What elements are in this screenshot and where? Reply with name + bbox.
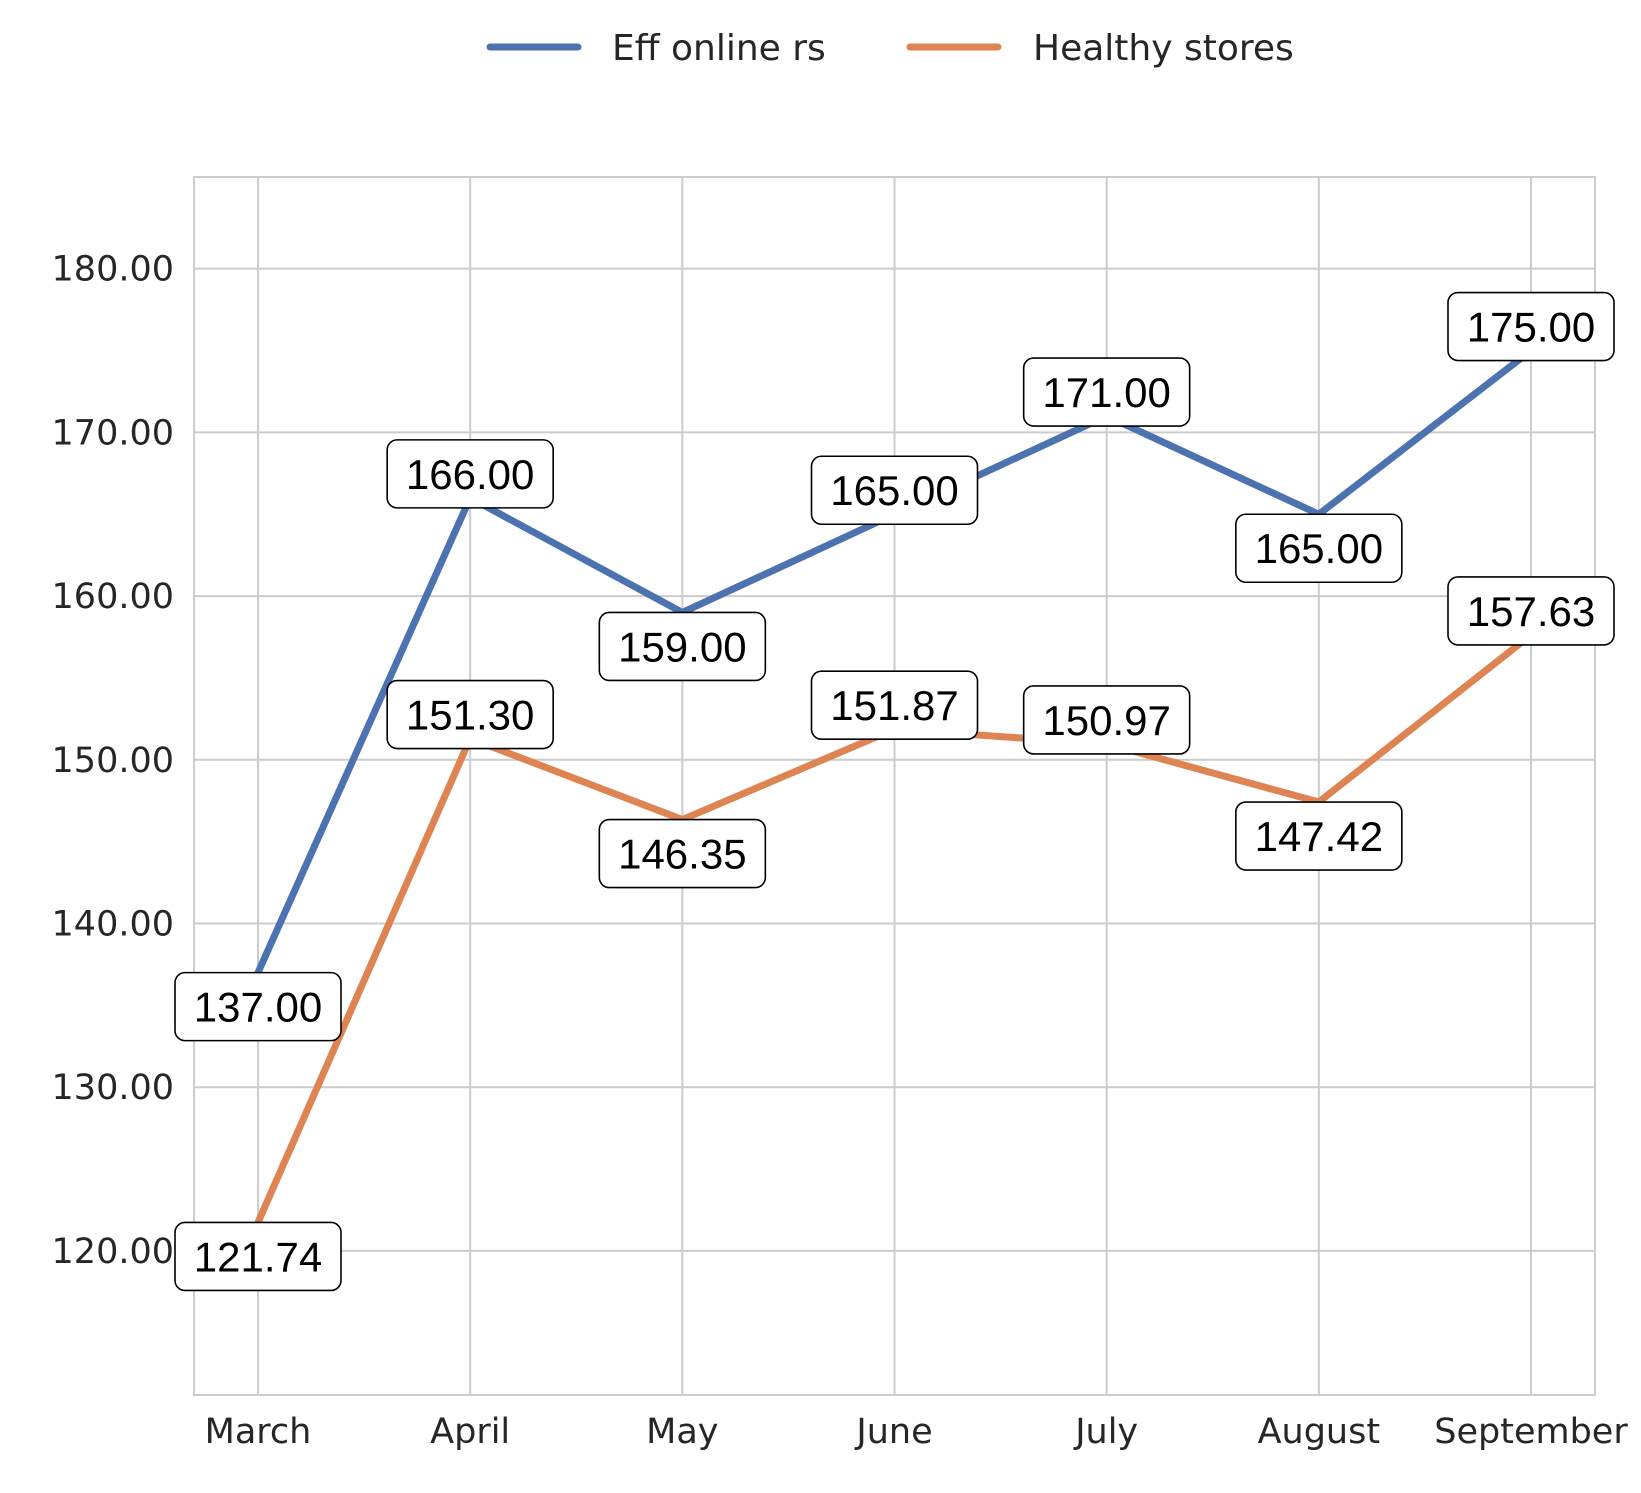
x-tick-label: April [430,1412,510,1452]
y-tick-label: 120.00 [52,1232,174,1272]
data-label: 146.35 [598,818,767,889]
data-label: 150.97 [1022,685,1191,755]
data-label-box [386,679,554,750]
data-label-text: 146.35 [618,831,746,878]
y-tick-label: 160.00 [52,577,174,617]
legend: Eff online rs Healthy stores [486,28,1294,69]
data-label-text: 166.00 [406,451,534,498]
data-label: 151.87 [810,670,979,740]
legend-item: Healthy stores [906,28,1294,69]
legend-item: Eff online rs [486,28,826,69]
data-label-text: 151.87 [830,682,958,729]
data-label-text: 147.42 [1255,813,1383,860]
data-label-text: 151.30 [406,692,534,739]
data-label: 166.00 [386,439,554,509]
legend-label: Eff online rs [612,28,826,69]
data-label-text: 159.00 [618,623,746,670]
data-label: 151.30 [386,679,554,750]
data-label-box [1235,513,1403,584]
data-label-text: 175.00 [1467,304,1595,351]
data-label-text: 137.00 [194,984,322,1031]
data-label: 175.00 [1447,291,1615,362]
data-label: 121.74 [174,1221,342,1292]
data-label-text: 165.00 [1255,525,1383,572]
data-label-box [1022,357,1191,427]
data-label: 171.00 [1022,357,1191,427]
data-label-text: 157.63 [1467,588,1595,635]
data-label: 157.63 [1447,576,1615,646]
data-label: 137.00 [174,971,342,1042]
data-label-box [1235,801,1403,871]
data-label-box [174,971,342,1042]
grid-lines [194,177,1595,1395]
x-tick-label: August [1258,1412,1380,1452]
data-label-box [598,611,767,682]
y-tick-label: 130.00 [52,1068,174,1108]
data-label: 147.42 [1235,801,1403,871]
data-label-text: 150.97 [1042,697,1170,744]
x-tick-label: July [1073,1412,1138,1452]
plot-area-frame [193,176,1596,1396]
data-label: 165.00 [1235,513,1403,584]
data-labels: 137.00 166.00 159.00 165.00 171.00 165.00 175.… [174,291,1615,1292]
legend-label: Healthy stores [1033,28,1294,69]
x-tick-label: September [1434,1412,1628,1452]
data-label-text: 171.00 [1042,369,1170,416]
data-label-box [1447,291,1615,362]
data-label-text: 121.74 [194,1233,322,1280]
y-axis-ticks: 120.00 130.00 140.00 150.00 160.00 170.00 180.… [52,250,174,1272]
data-label: 165.00 [810,455,979,526]
data-label-box [810,455,979,526]
data-label-box [1447,576,1615,646]
x-tick-label: May [646,1412,718,1452]
x-tick-label: June [854,1412,932,1452]
data-label-box [174,1221,342,1292]
y-tick-label: 150.00 [52,741,174,781]
y-tick-label: 180.00 [52,250,174,290]
data-label: 159.00 [598,611,767,682]
data-label-box [810,670,979,740]
data-label-box [598,818,767,889]
data-label-text: 165.00 [830,467,958,514]
y-tick-label: 140.00 [52,905,174,945]
y-tick-label: 170.00 [52,413,174,453]
x-axis-ticks: March April May June July August September [205,1412,1629,1452]
data-label-box [1022,685,1191,755]
x-tick-label: March [205,1412,312,1452]
data-label-box [386,439,554,509]
